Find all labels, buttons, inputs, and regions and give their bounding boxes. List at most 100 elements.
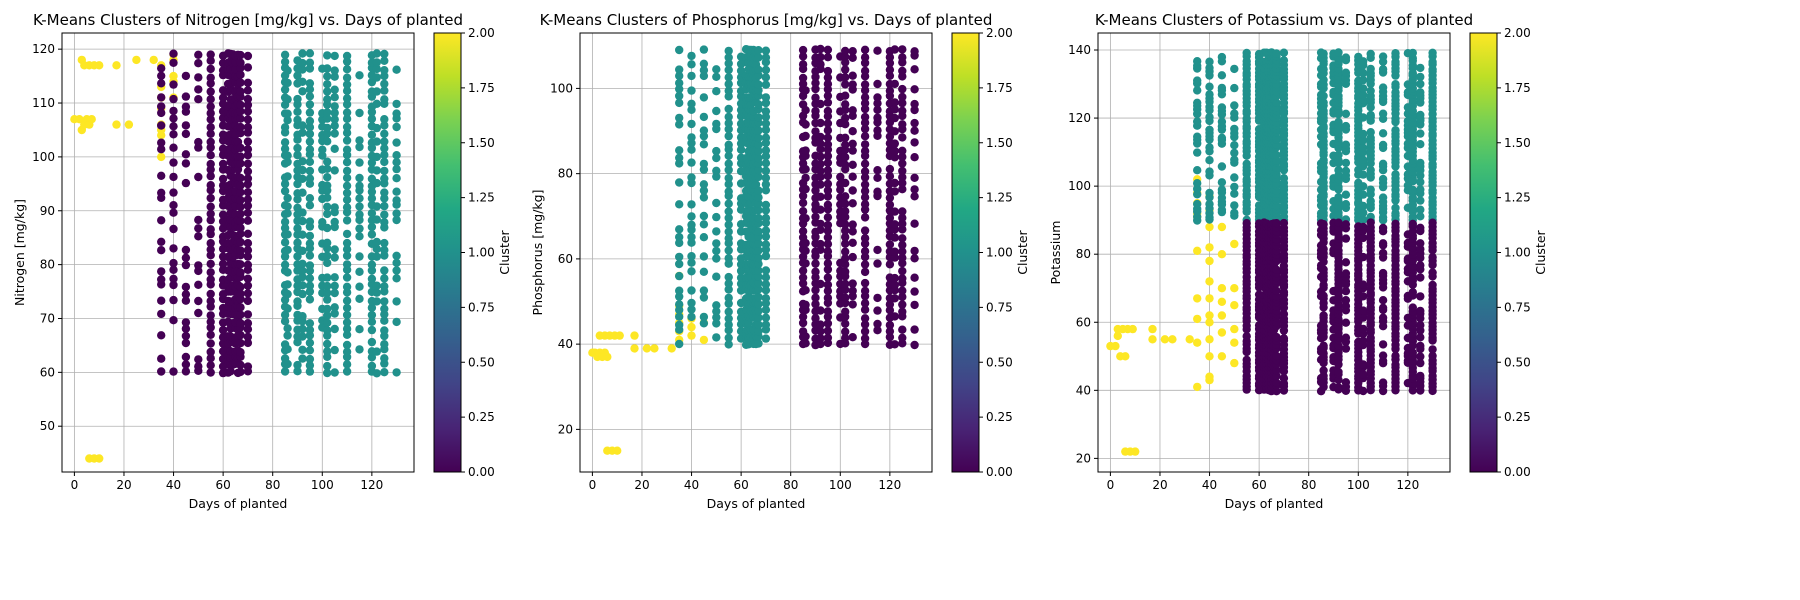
- data-point: [1416, 352, 1425, 361]
- data-point: [367, 310, 377, 320]
- data-point: [898, 66, 907, 76]
- data-point: [823, 53, 833, 62]
- data-point: [898, 253, 907, 262]
- colorbar: 0.00 0.25 0.50 0.75 1.00 1.25 1.50 1.75 2.00 Clus…: [433, 26, 512, 479]
- data-point: [675, 300, 684, 309]
- data-point: [910, 138, 919, 147]
- data-point: [380, 304, 389, 313]
- data-point: [1378, 268, 1388, 278]
- data-point: [801, 214, 810, 223]
- plot-frame: [1097, 32, 1451, 473]
- data-point: [392, 65, 401, 74]
- data-point: [898, 166, 907, 176]
- data-point: [801, 246, 810, 255]
- data-point: [761, 251, 771, 261]
- data-point: [687, 71, 696, 81]
- y-tick-label: 80: [558, 167, 573, 181]
- data-point: [380, 201, 389, 211]
- data-point: [841, 247, 850, 256]
- data-point: [283, 331, 292, 340]
- data-point: [898, 292, 907, 302]
- data-point: [724, 293, 733, 303]
- data-point: [1359, 201, 1368, 211]
- data-point: [392, 274, 401, 283]
- data-point: [910, 105, 919, 115]
- data-point: [206, 275, 215, 284]
- data-point: [801, 184, 810, 194]
- data-point: [380, 56, 389, 65]
- data-point: [823, 333, 833, 342]
- data-point: [342, 114, 352, 124]
- data-point: [194, 280, 203, 289]
- data-point: [323, 347, 332, 356]
- data-point: [724, 279, 733, 288]
- data-point: [280, 317, 290, 326]
- data-point: [243, 123, 253, 132]
- data-point: [885, 327, 895, 336]
- data-point: [1359, 386, 1368, 396]
- data-point: [218, 259, 228, 268]
- data-point: [1319, 265, 1328, 274]
- data-point: [816, 205, 825, 214]
- data-point: [283, 172, 292, 181]
- data-point: [1341, 333, 1351, 342]
- data-point: [372, 137, 381, 146]
- data-point: [392, 138, 401, 147]
- data-point: [330, 303, 339, 312]
- data-point: [724, 46, 733, 56]
- data-point: [841, 226, 850, 235]
- data-point: [1416, 88, 1425, 97]
- data-point: [1230, 208, 1239, 218]
- data-point: [181, 282, 191, 292]
- data-point: [283, 304, 292, 313]
- data-point: [112, 120, 121, 129]
- data-point: [342, 360, 352, 369]
- data-point: [1416, 341, 1425, 351]
- data-point: [372, 64, 381, 74]
- data-point: [1272, 366, 1281, 375]
- data-point: [841, 279, 850, 289]
- data-point: [1359, 84, 1368, 93]
- data-point: [243, 246, 253, 255]
- data-point: [380, 194, 389, 203]
- data-point: [380, 137, 389, 146]
- data-point: [380, 368, 389, 377]
- data-point: [798, 45, 808, 55]
- data-point: [323, 326, 332, 335]
- data-point: [823, 319, 833, 328]
- data-point: [848, 71, 857, 80]
- data-point: [761, 320, 771, 329]
- data-point: [754, 320, 763, 329]
- data-point: [687, 258, 696, 267]
- data-point: [1193, 184, 1202, 194]
- data-point: [218, 159, 228, 169]
- data-point: [898, 307, 907, 316]
- data-point: [724, 79, 733, 89]
- data-point: [675, 178, 684, 187]
- data-point: [1242, 159, 1251, 168]
- data-point: [1391, 351, 1400, 361]
- data-point: [305, 58, 315, 67]
- data-point: [206, 73, 215, 82]
- data-point: [305, 100, 315, 109]
- data-point: [194, 296, 203, 306]
- data-point: [293, 179, 302, 189]
- data-point: [712, 198, 721, 208]
- data-point: [801, 131, 810, 141]
- data-point: [885, 172, 895, 181]
- data-point: [712, 65, 721, 74]
- data-point: [890, 127, 899, 136]
- data-point: [283, 345, 292, 354]
- y-tick-label: 100: [1068, 179, 1091, 193]
- data-point: [380, 354, 389, 363]
- data-point: [298, 87, 307, 96]
- data-point: [206, 339, 215, 348]
- data-point: [841, 220, 850, 229]
- data-point: [712, 313, 721, 322]
- data-point: [181, 260, 191, 270]
- data-point: [1341, 121, 1351, 131]
- data-point: [761, 173, 771, 183]
- data-point: [330, 368, 339, 377]
- data-point: [724, 140, 733, 149]
